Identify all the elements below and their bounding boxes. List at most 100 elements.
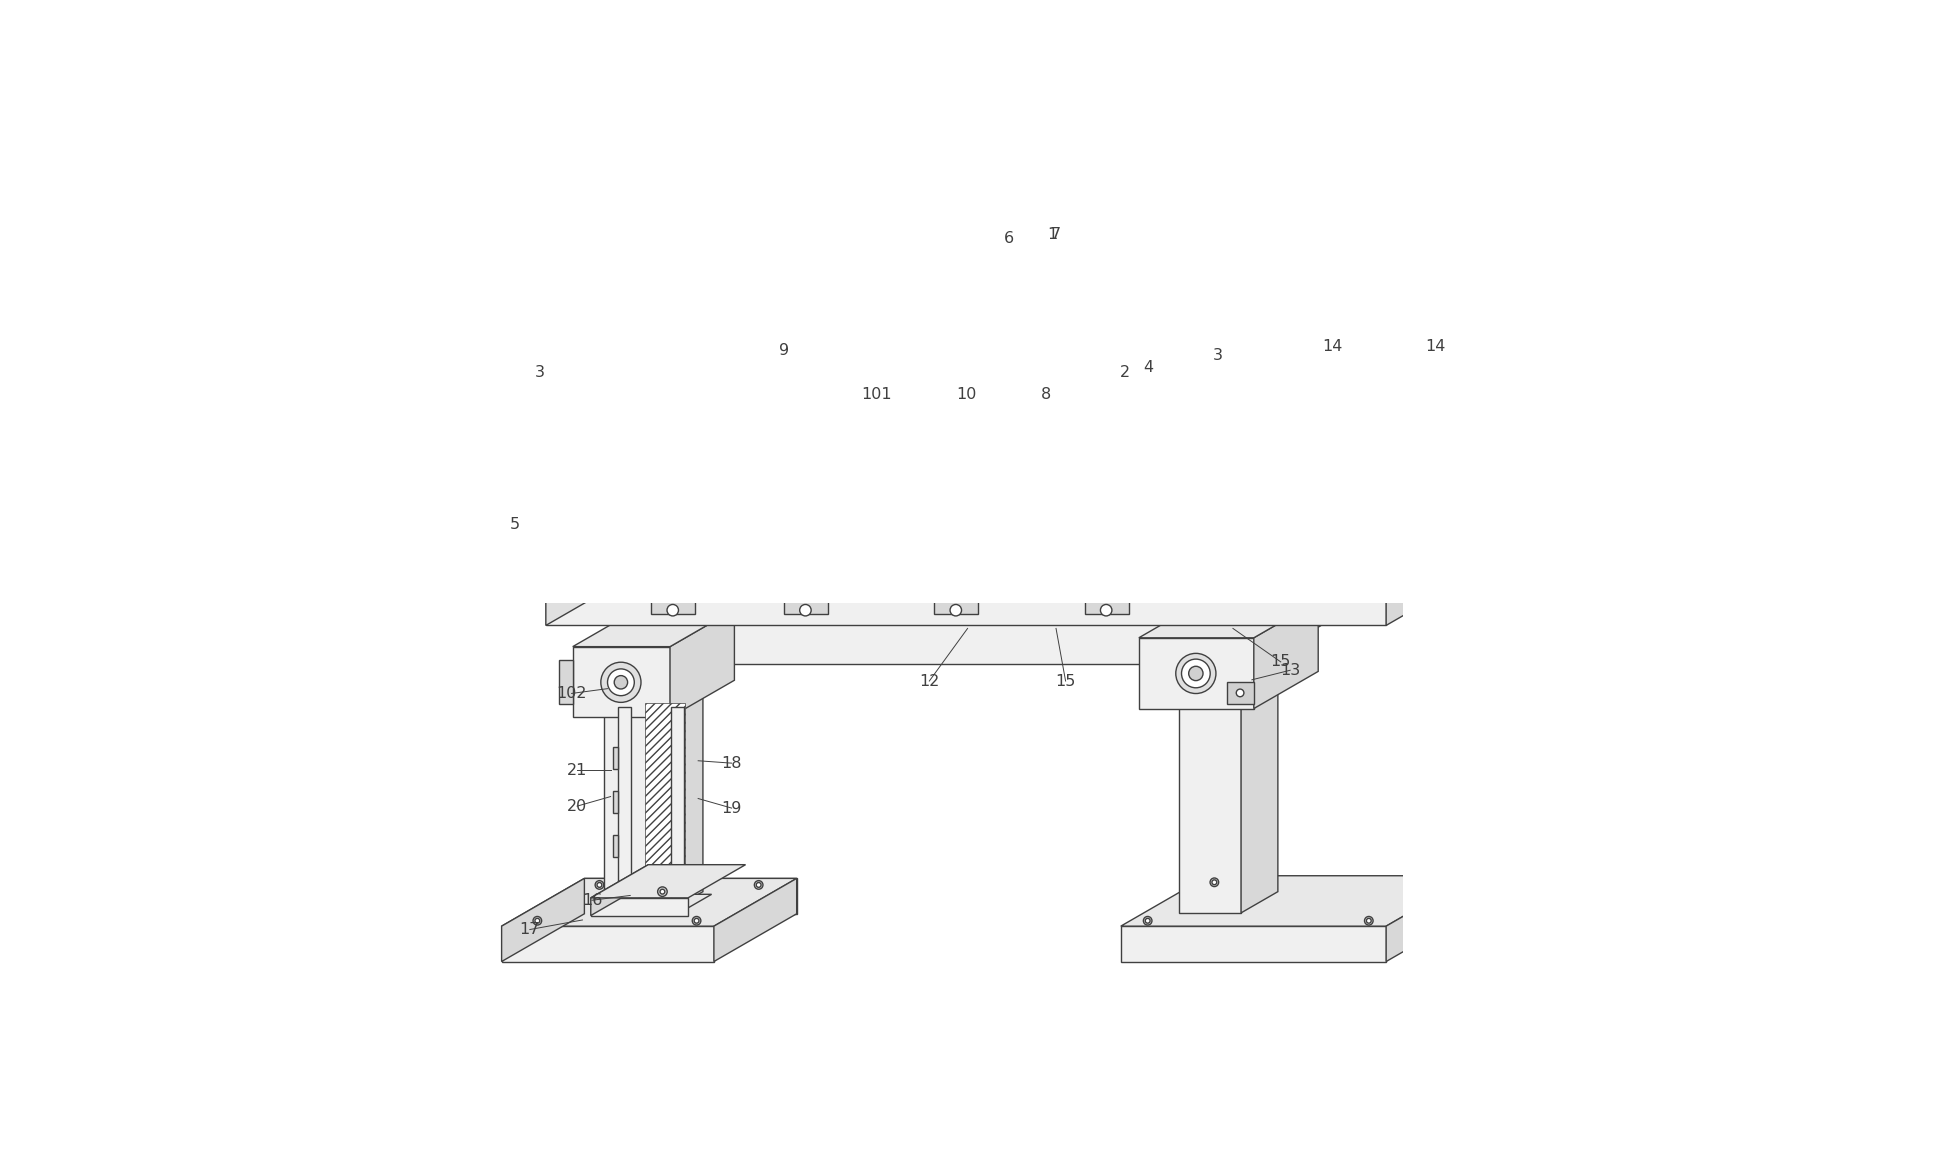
Circle shape: [1184, 360, 1191, 367]
Polygon shape: [810, 586, 854, 600]
Polygon shape: [887, 416, 899, 450]
Circle shape: [692, 589, 703, 601]
Polygon shape: [645, 703, 684, 894]
Polygon shape: [1209, 413, 1387, 591]
Polygon shape: [887, 417, 912, 450]
Polygon shape: [1228, 682, 1253, 704]
Polygon shape: [614, 835, 618, 857]
Polygon shape: [732, 422, 976, 470]
Text: 13: 13: [1280, 662, 1300, 677]
Circle shape: [1038, 417, 1046, 425]
Polygon shape: [1025, 408, 1060, 417]
Text: 12: 12: [920, 674, 939, 689]
Polygon shape: [1110, 351, 1145, 359]
Circle shape: [533, 916, 542, 925]
Circle shape: [976, 589, 986, 601]
Text: 2: 2: [1120, 365, 1129, 380]
Polygon shape: [573, 646, 670, 718]
Circle shape: [1211, 878, 1218, 887]
Text: 17: 17: [519, 922, 540, 937]
Text: 14: 14: [1323, 339, 1342, 353]
Circle shape: [608, 669, 633, 696]
Polygon shape: [957, 416, 970, 450]
Circle shape: [1122, 360, 1129, 367]
Polygon shape: [670, 706, 684, 910]
Text: 14: 14: [1426, 339, 1445, 353]
Polygon shape: [897, 434, 1147, 457]
Polygon shape: [502, 879, 585, 961]
Polygon shape: [676, 586, 721, 600]
Polygon shape: [622, 620, 1253, 665]
Text: 3: 3: [535, 365, 544, 380]
Polygon shape: [715, 879, 796, 961]
Polygon shape: [618, 894, 711, 910]
Circle shape: [1366, 918, 1371, 923]
Polygon shape: [1180, 653, 1278, 674]
Text: 9: 9: [779, 344, 790, 359]
Polygon shape: [1122, 875, 1474, 926]
Text: 7: 7: [1050, 227, 1061, 242]
Circle shape: [1143, 916, 1153, 925]
Polygon shape: [1290, 351, 1325, 359]
Polygon shape: [651, 601, 695, 615]
Text: 8: 8: [1040, 387, 1050, 402]
Polygon shape: [1104, 359, 1129, 393]
Polygon shape: [1050, 422, 1294, 470]
Circle shape: [976, 417, 984, 425]
Polygon shape: [893, 408, 928, 417]
Polygon shape: [1172, 351, 1207, 359]
Circle shape: [1433, 880, 1437, 885]
Polygon shape: [1139, 638, 1253, 709]
Polygon shape: [1019, 416, 1032, 450]
Polygon shape: [1013, 274, 1034, 447]
Circle shape: [661, 889, 664, 894]
Polygon shape: [1373, 359, 1399, 393]
Polygon shape: [1387, 875, 1474, 961]
Text: 15: 15: [1271, 654, 1290, 669]
Polygon shape: [1387, 541, 1472, 625]
Polygon shape: [502, 926, 715, 961]
Polygon shape: [1085, 601, 1129, 615]
Circle shape: [597, 882, 602, 887]
Polygon shape: [1253, 601, 1319, 709]
Circle shape: [666, 360, 674, 367]
Polygon shape: [1139, 601, 1319, 638]
Text: 10: 10: [957, 387, 976, 402]
Polygon shape: [560, 660, 573, 704]
Polygon shape: [614, 791, 618, 813]
Polygon shape: [546, 541, 1472, 591]
Polygon shape: [622, 581, 1321, 620]
Circle shape: [1100, 604, 1112, 616]
Circle shape: [949, 604, 961, 616]
Polygon shape: [1387, 364, 1472, 591]
Polygon shape: [963, 408, 998, 417]
Text: 3: 3: [1213, 349, 1222, 364]
Circle shape: [1213, 880, 1216, 885]
Text: 102: 102: [556, 686, 587, 701]
Text: 1: 1: [1048, 227, 1058, 242]
Polygon shape: [1379, 351, 1414, 359]
Text: 101: 101: [862, 387, 893, 402]
Polygon shape: [546, 541, 631, 625]
Polygon shape: [591, 897, 688, 916]
Circle shape: [1364, 916, 1373, 925]
Polygon shape: [585, 879, 796, 914]
Polygon shape: [1253, 581, 1321, 665]
Circle shape: [1391, 360, 1399, 367]
Circle shape: [595, 880, 604, 889]
Polygon shape: [1034, 270, 1042, 447]
Circle shape: [659, 887, 666, 896]
Text: 15: 15: [1056, 674, 1075, 689]
Polygon shape: [732, 364, 1294, 413]
Polygon shape: [1005, 261, 1050, 267]
Text: 18: 18: [721, 756, 742, 770]
Text: 5: 5: [509, 516, 519, 532]
Circle shape: [1176, 653, 1216, 694]
Polygon shape: [1284, 358, 1298, 393]
Polygon shape: [732, 470, 891, 591]
Polygon shape: [591, 865, 746, 897]
Polygon shape: [790, 359, 815, 393]
Text: 20: 20: [568, 799, 587, 814]
Polygon shape: [1166, 358, 1178, 393]
Text: 16: 16: [581, 893, 602, 908]
